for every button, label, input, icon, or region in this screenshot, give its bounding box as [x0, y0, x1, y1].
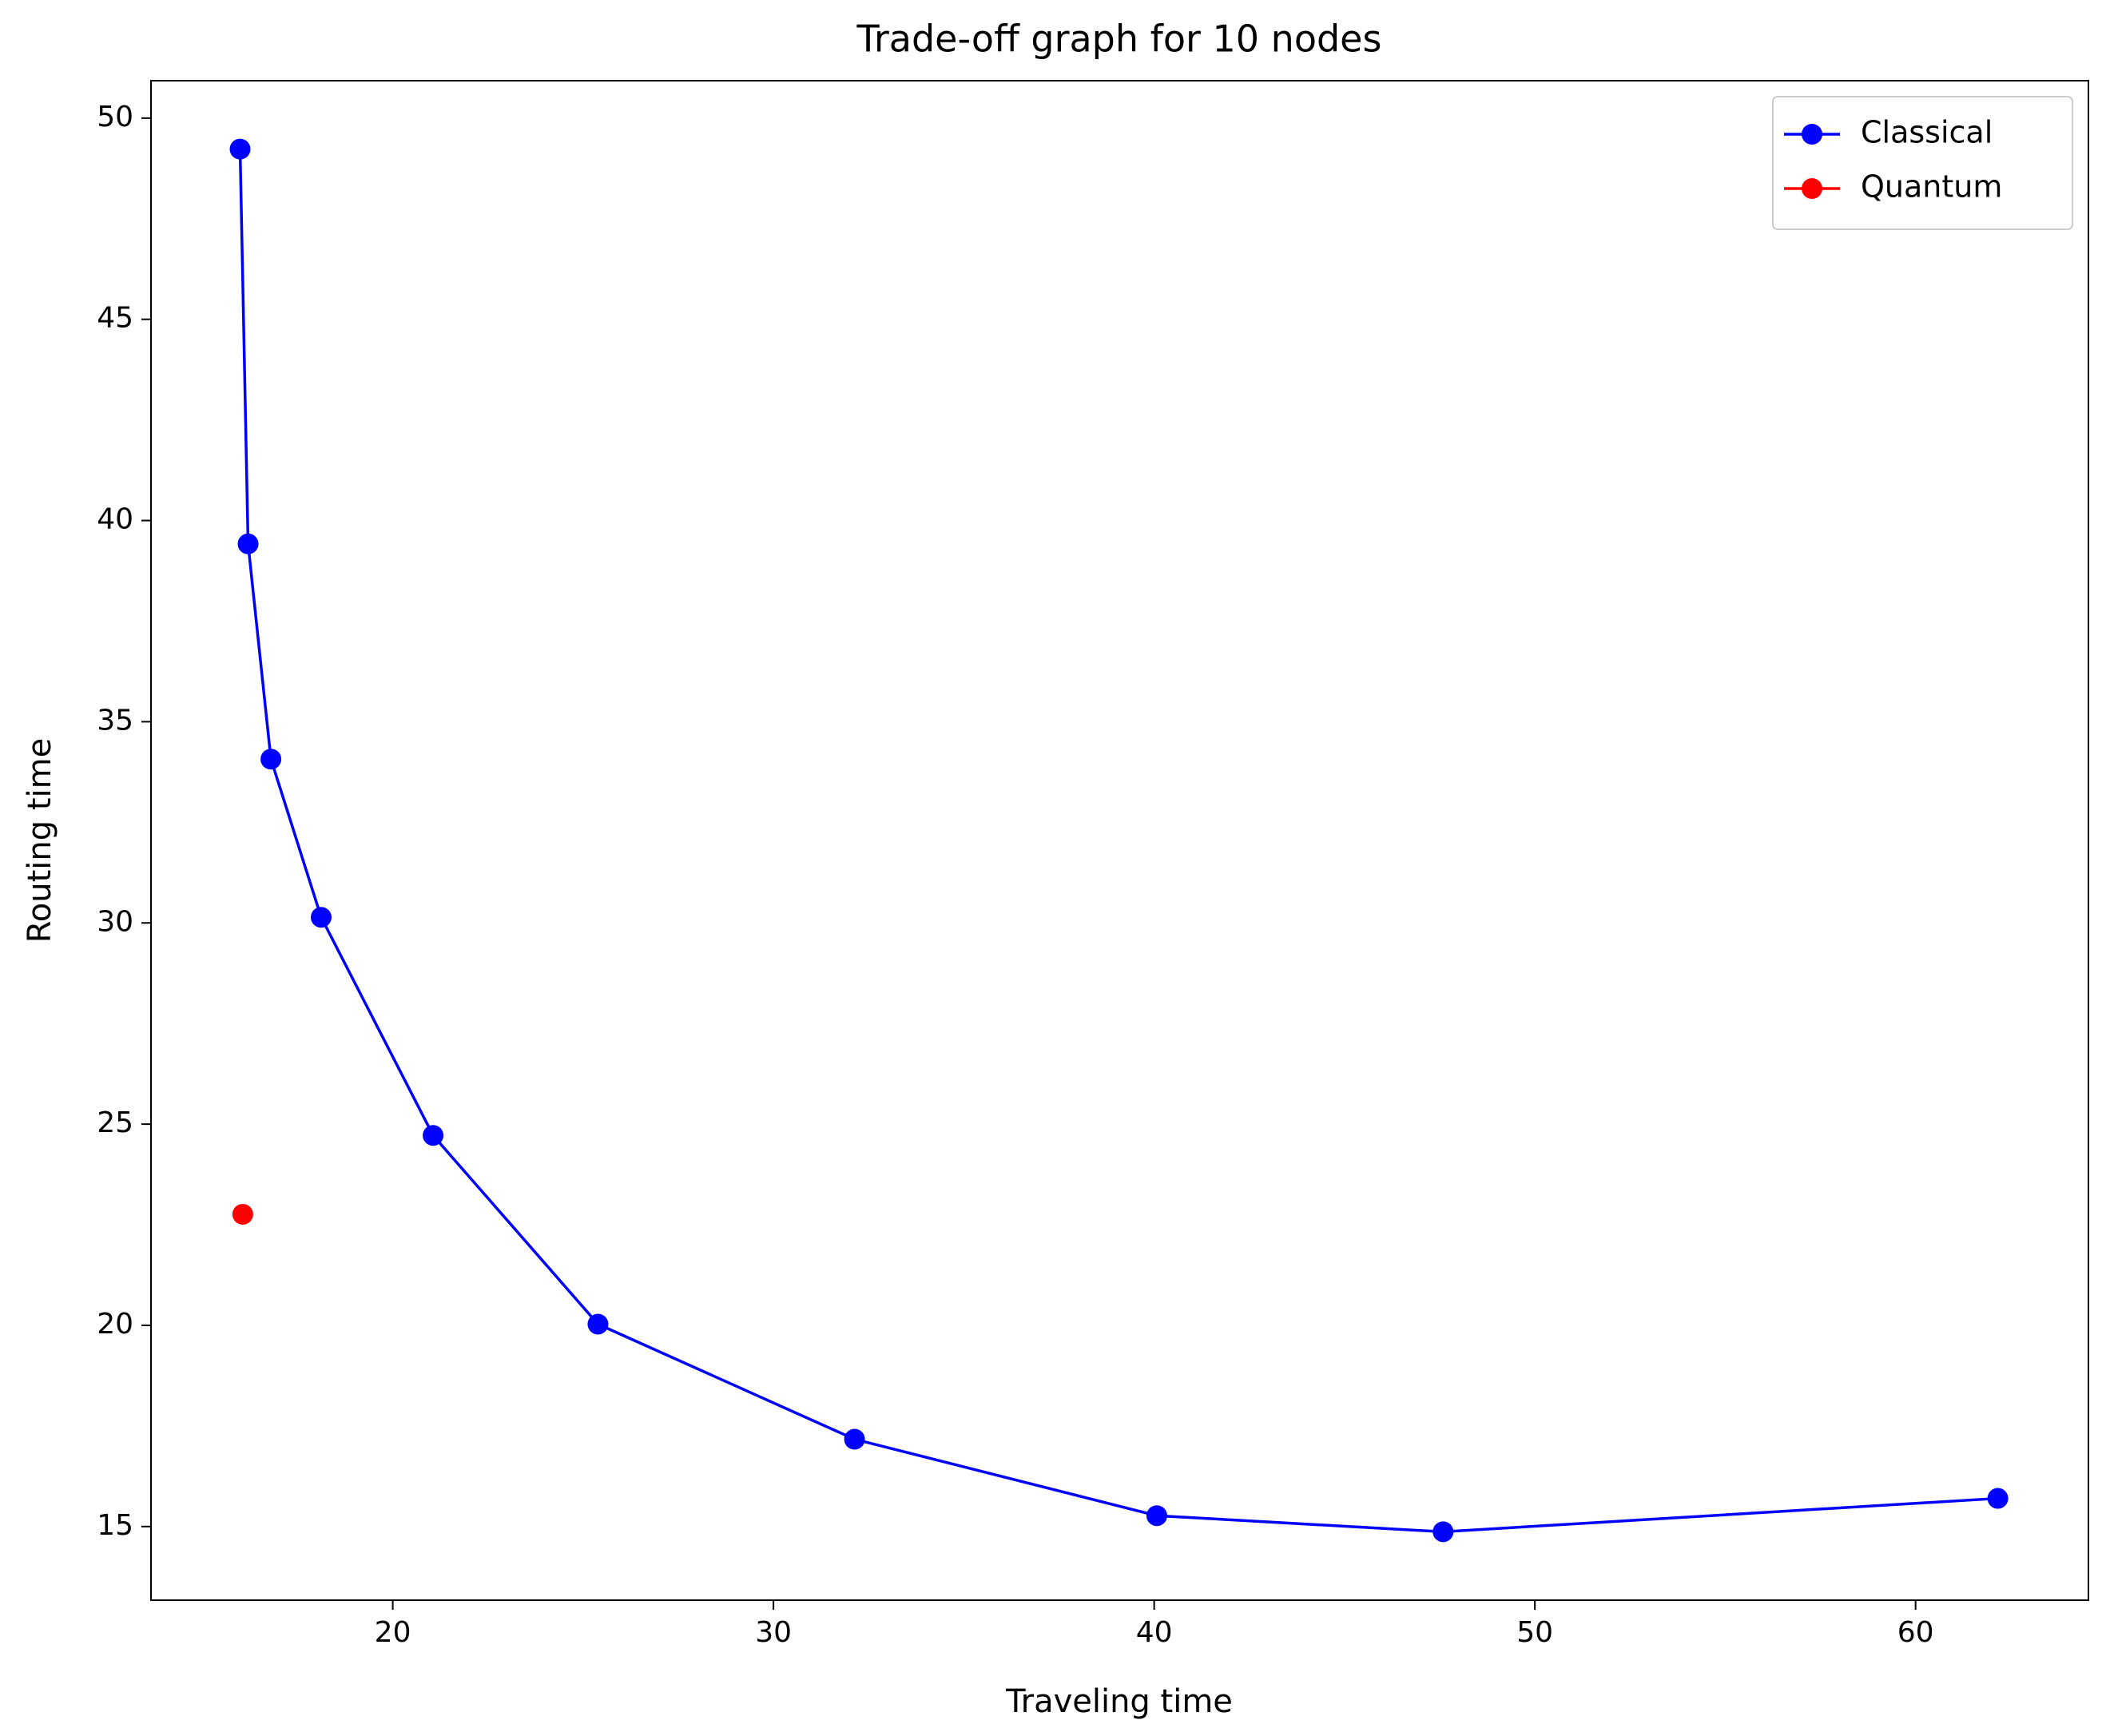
y-tick-label: 40	[97, 503, 133, 536]
data-point	[1146, 1505, 1167, 1527]
x-tick-label: 60	[1897, 1616, 1934, 1649]
data-point	[260, 749, 282, 770]
data-point	[844, 1428, 865, 1450]
y-tick-label: 30	[97, 905, 133, 938]
y-tick-label: 50	[97, 101, 133, 133]
y-tick-label: 35	[97, 704, 133, 737]
x-tick-label: 50	[1516, 1616, 1553, 1649]
legend-label: Classical	[1861, 115, 1993, 150]
legend-box	[1772, 96, 2073, 230]
data-point	[587, 1313, 609, 1335]
y-axis-label: Routing time	[22, 738, 58, 943]
data-point	[423, 1125, 444, 1146]
y-tick-label: 25	[97, 1106, 133, 1139]
data-point	[237, 533, 259, 554]
x-tick-label: 30	[755, 1616, 792, 1649]
y-tick-label: 15	[97, 1509, 133, 1542]
chart-title: Trade-off graph for 10 nodes	[856, 18, 1382, 61]
y-tick-label: 20	[97, 1308, 133, 1341]
x-tick-label: 40	[1136, 1616, 1173, 1649]
data-point	[1432, 1521, 1454, 1543]
legend-label: Quantum	[1861, 169, 2002, 205]
legend-marker	[1802, 124, 1822, 145]
x-tick-label: 20	[375, 1616, 411, 1649]
data-point	[229, 138, 251, 160]
y-tick-label: 45	[97, 302, 133, 335]
legend: Classical Quantum	[1772, 96, 2073, 230]
x-axis-label: Traveling time	[1005, 1683, 1233, 1720]
data-point	[232, 1203, 253, 1225]
data-point	[311, 907, 332, 928]
legend-marker	[1802, 178, 1822, 199]
series-line	[238, 149, 1998, 1534]
data-point	[1987, 1488, 2009, 1509]
plot-frame	[150, 80, 2089, 1601]
